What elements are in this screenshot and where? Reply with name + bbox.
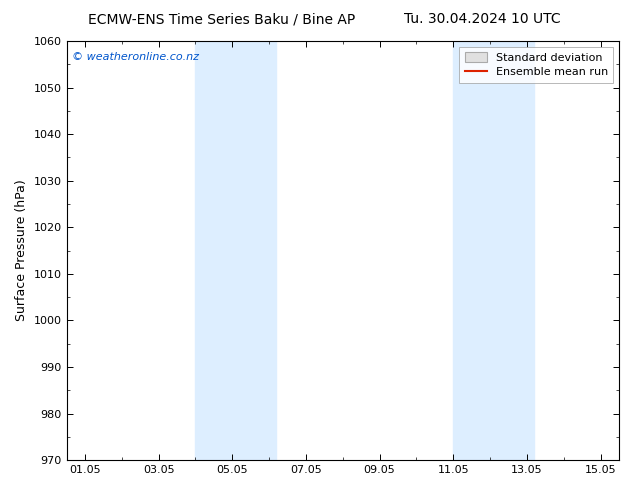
Text: Tu. 30.04.2024 10 UTC: Tu. 30.04.2024 10 UTC	[403, 12, 560, 26]
Bar	[195, 41, 276, 460]
Bar	[453, 41, 534, 460]
Text: © weatheronline.co.nz: © weatheronline.co.nz	[72, 51, 199, 62]
Text: ECMW-ENS Time Series Baku / Bine AP: ECMW-ENS Time Series Baku / Bine AP	[88, 12, 356, 26]
Y-axis label: Surface Pressure (hPa): Surface Pressure (hPa)	[15, 180, 28, 321]
Legend: Standard deviation, Ensemble mean run: Standard deviation, Ensemble mean run	[459, 47, 614, 83]
